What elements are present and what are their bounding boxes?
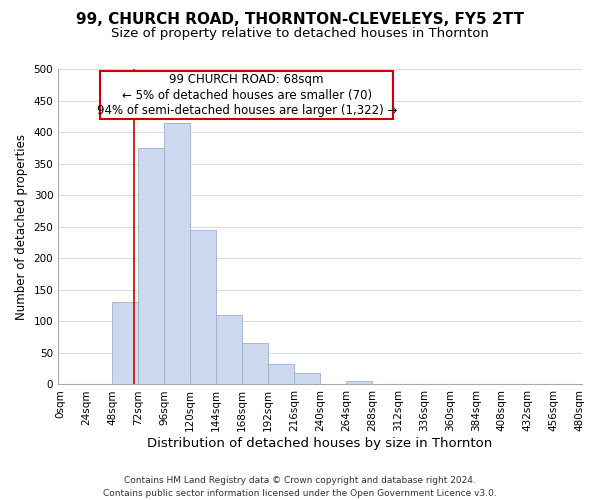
Bar	[112, 302, 138, 384]
Bar	[346, 380, 372, 384]
X-axis label: Distribution of detached houses by size in Thornton: Distribution of detached houses by size …	[148, 437, 493, 450]
Bar	[190, 230, 216, 384]
Y-axis label: Number of detached properties: Number of detached properties	[15, 134, 28, 320]
Bar	[217, 315, 242, 384]
Text: 99, CHURCH ROAD, THORNTON-CLEVELEYS, FY5 2TT: 99, CHURCH ROAD, THORNTON-CLEVELEYS, FY5…	[76, 12, 524, 28]
Bar	[242, 344, 268, 384]
Text: Contains HM Land Registry data © Crown copyright and database right 2024.
Contai: Contains HM Land Registry data © Crown c…	[103, 476, 497, 498]
FancyBboxPatch shape	[100, 70, 394, 120]
Text: 99 CHURCH ROAD: 68sqm: 99 CHURCH ROAD: 68sqm	[169, 73, 324, 86]
Text: Size of property relative to detached houses in Thornton: Size of property relative to detached ho…	[111, 28, 489, 40]
Text: ← 5% of detached houses are smaller (70): ← 5% of detached houses are smaller (70)	[122, 88, 372, 102]
Text: 94% of semi-detached houses are larger (1,322) →: 94% of semi-detached houses are larger (…	[97, 104, 397, 117]
Bar	[294, 373, 320, 384]
Bar	[164, 122, 190, 384]
Bar	[139, 148, 164, 384]
Bar	[268, 364, 294, 384]
